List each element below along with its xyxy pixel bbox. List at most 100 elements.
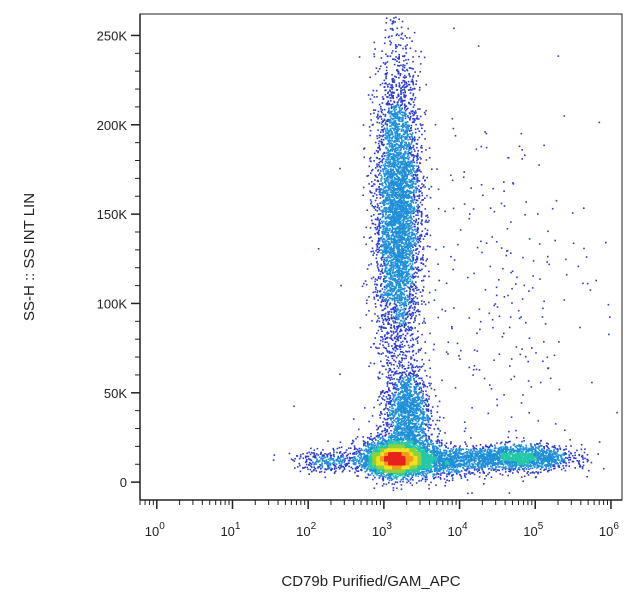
data-point — [406, 62, 408, 65]
data-point — [388, 285, 390, 288]
data-point — [308, 464, 310, 466]
data-point — [561, 458, 564, 461]
data-point — [557, 454, 560, 456]
data-point — [402, 76, 405, 79]
data-point — [382, 143, 384, 146]
data-point — [502, 464, 505, 466]
data-point — [355, 453, 357, 455]
data-point — [569, 439, 571, 441]
data-point — [446, 473, 448, 475]
data-point — [556, 462, 558, 465]
data-point — [306, 455, 308, 458]
data-point — [386, 119, 389, 121]
data-point — [396, 103, 399, 106]
data-point — [391, 133, 394, 136]
data-point — [390, 423, 393, 426]
data-point — [412, 118, 414, 120]
data-point — [550, 469, 553, 471]
data-point — [387, 299, 390, 301]
data-point — [377, 110, 380, 113]
data-point — [565, 464, 568, 467]
data-point — [380, 138, 383, 141]
data-point — [407, 296, 409, 298]
data-point — [475, 444, 478, 447]
data-point — [378, 320, 381, 323]
data-point — [409, 92, 412, 94]
data-point — [386, 391, 389, 394]
data-point — [327, 467, 329, 470]
data-point — [377, 70, 379, 73]
data-point — [408, 327, 410, 330]
data-point — [388, 142, 390, 144]
data-point — [520, 476, 523, 478]
data-point — [398, 44, 400, 46]
data-point — [557, 55, 560, 57]
data-point — [407, 126, 409, 128]
data-point — [302, 467, 304, 469]
data-point — [397, 116, 400, 119]
data-point — [500, 446, 502, 449]
data-point — [416, 209, 418, 211]
data-point — [416, 267, 419, 270]
data-point — [379, 438, 381, 440]
data-point — [536, 464, 539, 466]
data-point — [383, 291, 385, 294]
data-point — [426, 425, 429, 428]
data-point — [381, 231, 383, 233]
data-point — [417, 385, 419, 387]
data-point — [310, 465, 312, 467]
data-point — [411, 178, 414, 180]
data-point — [480, 184, 483, 186]
data-point — [326, 454, 329, 457]
data-point — [528, 337, 531, 339]
data-point — [390, 122, 392, 124]
data-point — [483, 450, 485, 452]
data-point — [428, 423, 430, 426]
data-point — [384, 217, 387, 220]
data-point — [417, 206, 420, 208]
data-point — [397, 137, 399, 140]
data-point — [326, 456, 329, 458]
data-point — [383, 248, 386, 251]
data-point — [393, 81, 396, 83]
data-point — [378, 162, 380, 164]
data-point — [487, 473, 489, 476]
data-point — [399, 300, 401, 302]
data-point — [421, 432, 423, 434]
data-point — [394, 297, 396, 300]
data-point — [387, 293, 389, 295]
data-point — [441, 472, 444, 474]
data-point — [418, 180, 421, 182]
data-point — [381, 193, 384, 196]
data-point — [553, 467, 555, 470]
data-point — [437, 473, 439, 475]
data-point — [511, 302, 513, 304]
data-point — [376, 231, 379, 234]
data-point — [390, 267, 392, 270]
data-point — [417, 398, 419, 400]
data-point — [380, 301, 383, 303]
data-point — [409, 302, 411, 304]
data-point — [407, 115, 409, 118]
data-point — [473, 272, 475, 275]
data-point — [489, 207, 492, 209]
data-point — [580, 448, 583, 451]
data-point — [372, 250, 374, 252]
data-point — [326, 462, 329, 465]
data-point — [388, 370, 391, 372]
data-point — [392, 146, 395, 148]
data-point — [463, 430, 466, 433]
data-point — [410, 379, 412, 381]
data-point — [384, 182, 387, 184]
data-point — [370, 263, 372, 265]
data-point — [410, 329, 412, 331]
data-point — [362, 464, 365, 466]
data-point — [385, 337, 388, 339]
data-point — [420, 124, 422, 127]
data-point — [376, 228, 379, 230]
data-point — [385, 53, 387, 56]
data-point — [419, 237, 421, 239]
data-point — [380, 236, 382, 239]
data-point — [402, 380, 405, 383]
data-point — [412, 246, 414, 249]
